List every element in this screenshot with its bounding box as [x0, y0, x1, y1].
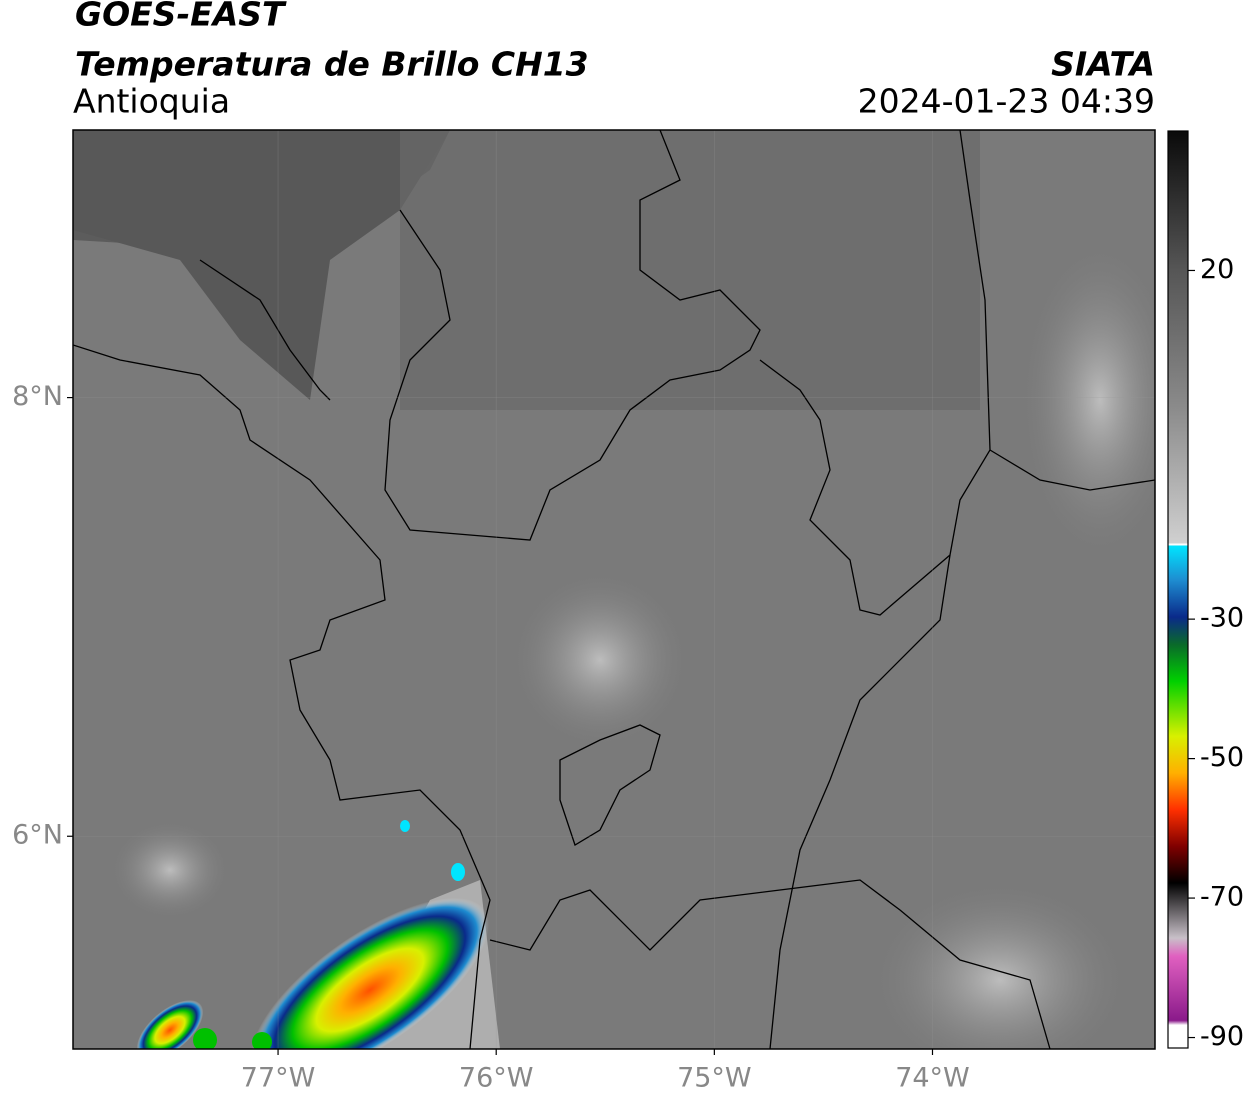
colorbar-tick-label: -50: [1200, 742, 1244, 773]
map-image: [73, 130, 1155, 1049]
region: Antioquia: [73, 82, 230, 121]
colorbar-tick-label: 20: [1200, 254, 1234, 285]
lon-tick-label: 75°W: [677, 1063, 752, 1094]
colorbar-tick-label: -90: [1200, 1021, 1244, 1052]
colorbar-tick-label: -70: [1200, 882, 1244, 913]
source: SIATA: [1051, 45, 1155, 84]
lat-tick-label: 8°N: [12, 381, 63, 412]
lon-tick-label: 76°W: [459, 1063, 534, 1094]
colorbar: [1167, 130, 1189, 1049]
lon-tick-label: 77°W: [241, 1063, 316, 1094]
datetime: 2024-01-23 04:39: [858, 82, 1155, 121]
title: GOES-EAST: [75, 0, 287, 34]
map-frame: [72, 129, 1156, 1050]
lon-tick-label: 74°W: [895, 1063, 970, 1094]
lat-tick-label: 6°N: [12, 820, 63, 851]
colorbar-tick-label: -30: [1200, 603, 1244, 634]
subtitle: Temperatura de Brillo CH13: [75, 45, 589, 84]
